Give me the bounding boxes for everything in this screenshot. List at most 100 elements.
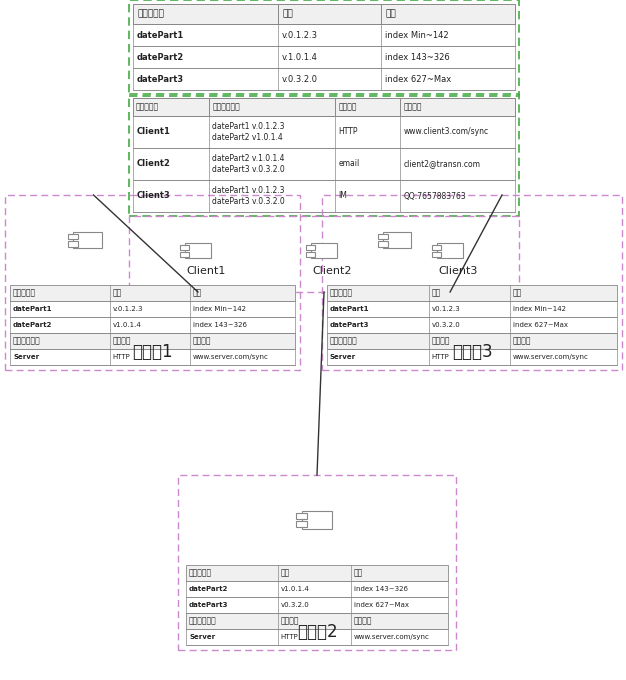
Text: Client1: Client1 xyxy=(137,128,171,137)
Bar xyxy=(133,24,515,46)
Text: email: email xyxy=(339,160,360,169)
Bar xyxy=(186,581,448,597)
Text: 通讯标识: 通讯标识 xyxy=(403,103,422,112)
Bar xyxy=(133,116,515,148)
Text: v.0.1.2.3: v.0.1.2.3 xyxy=(282,31,318,39)
Text: 版本: 版本 xyxy=(282,10,293,18)
Text: datePart3: datePart3 xyxy=(330,322,369,328)
Text: datePart1: datePart1 xyxy=(13,306,53,312)
Text: datePart1 v.0.1.2.3: datePart1 v.0.1.2.3 xyxy=(212,122,285,131)
Text: Client3: Client3 xyxy=(438,266,478,275)
Text: index 143~326: index 143~326 xyxy=(193,322,247,328)
Text: v0.3.2.0: v0.3.2.0 xyxy=(431,322,460,328)
Text: 通讯标识: 通讯标识 xyxy=(354,617,372,626)
Text: index Min~142: index Min~142 xyxy=(385,31,449,39)
Bar xyxy=(133,46,515,68)
Text: 版本: 版本 xyxy=(280,568,290,577)
Text: 数据: 数据 xyxy=(513,288,522,298)
Text: 信息服务中心: 信息服务中心 xyxy=(13,337,41,345)
Text: Client2: Client2 xyxy=(312,266,352,275)
Text: 通讯标识: 通讯标识 xyxy=(513,337,531,345)
Text: 数据集标识: 数据集标识 xyxy=(13,288,36,298)
Text: datePart1: datePart1 xyxy=(137,31,184,39)
Text: 客户端标识: 客户端标识 xyxy=(136,103,159,112)
Bar xyxy=(133,4,515,24)
Text: 数据集和版本: 数据集和版本 xyxy=(212,103,240,112)
Text: 数据: 数据 xyxy=(385,10,396,18)
Text: datePart3 v.0.3.2.0: datePart3 v.0.3.2.0 xyxy=(212,165,285,174)
Bar xyxy=(327,349,617,365)
Bar xyxy=(186,565,448,581)
Bar xyxy=(306,245,316,250)
Text: www.server.com/sync: www.server.com/sync xyxy=(513,354,588,360)
Text: v.1.0.1.4: v.1.0.1.4 xyxy=(282,52,318,61)
Text: index 627~Max: index 627~Max xyxy=(385,75,451,84)
Bar xyxy=(433,245,441,250)
Bar xyxy=(133,68,515,90)
Bar xyxy=(186,613,448,629)
Text: 数据集标识: 数据集标识 xyxy=(137,10,164,18)
Bar xyxy=(382,232,411,248)
Text: 通讯类型: 通讯类型 xyxy=(280,617,299,626)
Bar xyxy=(10,317,295,333)
Bar xyxy=(327,285,617,301)
Text: datePart1: datePart1 xyxy=(330,306,369,312)
Text: www.server.com/sync: www.server.com/sync xyxy=(354,634,430,640)
Text: 通讯类型: 通讯类型 xyxy=(113,337,131,345)
Bar xyxy=(310,243,337,258)
Text: 客户端2: 客户端2 xyxy=(297,623,337,641)
Text: index Min~142: index Min~142 xyxy=(513,306,566,312)
Text: index 627~Max: index 627~Max xyxy=(513,322,568,328)
Text: datePart3: datePart3 xyxy=(189,602,228,608)
Text: v.0.1.2.3: v.0.1.2.3 xyxy=(113,306,143,312)
Text: index 627~Max: index 627~Max xyxy=(354,602,409,608)
Bar xyxy=(296,513,307,520)
Text: Server: Server xyxy=(13,354,39,360)
Bar xyxy=(129,216,519,292)
Bar xyxy=(433,252,441,257)
Bar xyxy=(129,0,519,96)
Text: 通讯标识: 通讯标识 xyxy=(193,337,211,345)
Bar xyxy=(180,245,189,250)
Text: 版本: 版本 xyxy=(113,288,122,298)
Text: 数据集标识: 数据集标识 xyxy=(330,288,353,298)
Text: www.client3.com/sync: www.client3.com/sync xyxy=(403,128,488,137)
Bar xyxy=(133,98,515,116)
Bar xyxy=(296,522,307,528)
Bar xyxy=(327,333,617,349)
Bar xyxy=(133,180,515,212)
Bar xyxy=(129,94,519,216)
Text: HTTP: HTTP xyxy=(113,354,130,360)
Text: v0.1.2.3: v0.1.2.3 xyxy=(431,306,460,312)
Text: datePart3 v.0.3.2.0: datePart3 v.0.3.2.0 xyxy=(212,197,285,206)
Text: Server: Server xyxy=(330,354,356,360)
Text: datePart2: datePart2 xyxy=(13,322,53,328)
Text: v1.0.1.4: v1.0.1.4 xyxy=(280,586,309,592)
Bar xyxy=(322,195,622,370)
Bar xyxy=(178,475,456,650)
Bar xyxy=(10,301,295,317)
Bar xyxy=(68,234,78,239)
Text: v.0.3.2.0: v.0.3.2.0 xyxy=(282,75,318,84)
Bar xyxy=(68,241,78,247)
Text: datePart2: datePart2 xyxy=(137,52,184,61)
Text: datePart2 v.1.0.1.4: datePart2 v.1.0.1.4 xyxy=(212,154,285,163)
Text: Client2: Client2 xyxy=(137,160,171,169)
Text: 客户端3: 客户端3 xyxy=(452,343,492,361)
Text: 通讯类型: 通讯类型 xyxy=(339,103,357,112)
Text: index 143~326: index 143~326 xyxy=(354,586,408,592)
Bar xyxy=(10,285,295,301)
Text: 信息服务中心: 信息服务中心 xyxy=(330,337,357,345)
Bar xyxy=(377,234,387,239)
Text: www.server.com/sync: www.server.com/sync xyxy=(193,354,269,360)
Text: 信息服务中心: 信息服务中心 xyxy=(189,617,217,626)
Text: 版本: 版本 xyxy=(431,288,441,298)
Text: 通讯类型: 通讯类型 xyxy=(431,337,450,345)
Text: 客户端1: 客户端1 xyxy=(132,343,173,361)
Text: Client1: Client1 xyxy=(186,266,225,275)
Bar xyxy=(5,195,300,370)
Bar xyxy=(186,597,448,613)
Bar xyxy=(377,241,387,247)
Bar xyxy=(327,301,617,317)
Bar xyxy=(306,252,316,257)
